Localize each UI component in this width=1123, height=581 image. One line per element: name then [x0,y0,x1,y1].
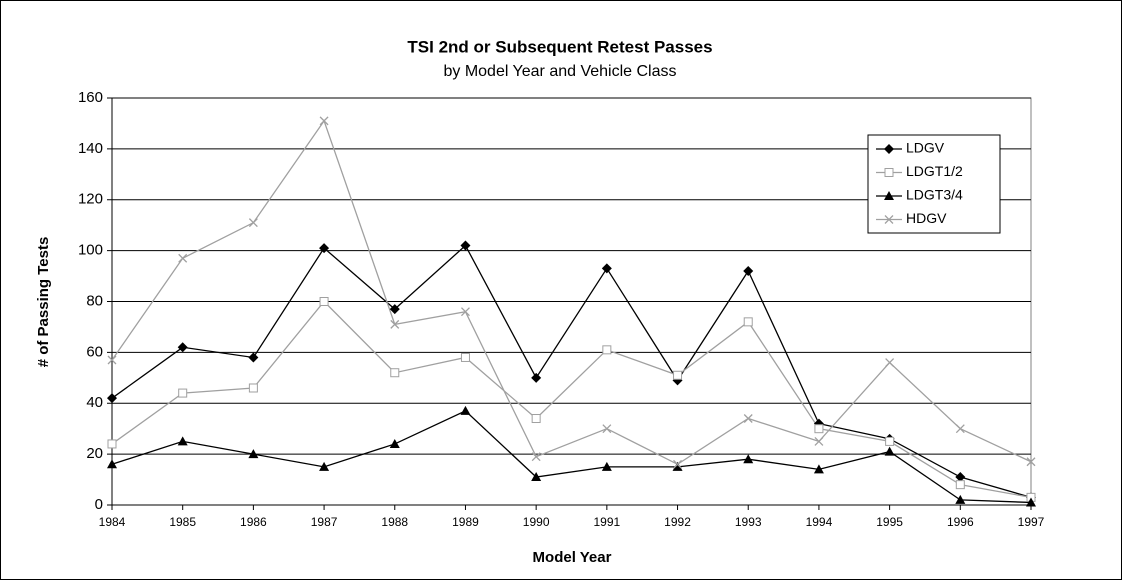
point [177,436,188,446]
point [531,414,541,424]
point [743,414,753,423]
x-tick-label: 1994 [806,515,833,529]
point [460,240,471,251]
x-tick-label: 1992 [664,515,691,529]
x-tick-label: 1987 [311,515,338,529]
legend-marker [884,168,894,177]
x-tick-label: 1991 [593,515,620,529]
point [531,452,541,462]
y-tick-label: 40 [86,394,103,411]
point [673,459,682,469]
series-line [111,244,1032,498]
point [1026,457,1036,467]
point [177,342,188,353]
point [461,307,470,317]
point [460,405,471,415]
y-tick-label: 0 [95,496,103,513]
point [248,383,258,393]
point [884,446,895,456]
series-line [111,119,1032,466]
point [390,368,400,378]
point [390,319,400,329]
series-line [111,300,1032,499]
y-axis-label: # of Passing Tests [35,237,52,368]
legend-marker [884,191,894,200]
point [955,480,965,490]
point [460,352,470,362]
point [531,472,542,482]
point [319,243,330,254]
legend-label: LDGT3/4 [906,187,963,203]
point [319,297,329,306]
x-tick-label: 1990 [523,515,550,529]
y-tick-label: 60 [86,343,103,360]
point [107,459,117,469]
point [673,370,683,380]
y-tick-label: 100 [78,242,103,259]
x-tick-label: 1995 [876,515,903,529]
x-tick-label: 1984 [99,515,126,529]
point [602,424,612,434]
legend-label: HDGV [906,210,947,226]
point [1026,497,1036,507]
point [531,372,542,383]
point [601,263,612,274]
x-tick-label: 1996 [947,515,974,529]
point [107,355,117,365]
point [602,345,612,355]
point [389,304,400,315]
y-tick-label: 80 [86,292,103,309]
point [389,438,400,448]
point [743,454,754,464]
point [885,358,895,368]
y-tick-label: 120 [78,191,103,208]
y-tick-label: 140 [78,140,103,157]
point [319,116,329,126]
y-tick-label: 160 [78,89,103,106]
point [107,393,117,404]
point [601,461,612,471]
point [672,461,683,471]
point [178,388,188,398]
point [319,461,330,471]
point [885,436,895,446]
legend-label: LDGT1/2 [906,163,963,179]
point [248,449,259,459]
point [743,265,754,276]
x-tick-label: 1986 [240,515,267,529]
point [178,253,188,263]
y-tick-label: 20 [86,445,103,462]
chart-title: TSI 2nd or Subsequent Retest Passes [407,37,712,56]
point [107,439,117,449]
x-tick-label: 1988 [381,515,408,529]
x-tick-label: 1993 [735,515,762,529]
x-tick-label: 1985 [169,515,196,529]
point [248,218,258,228]
point [743,317,753,327]
point [814,424,824,434]
point [248,352,259,363]
point [955,472,966,483]
point [955,494,966,504]
x-tick-label: 1997 [1018,515,1045,529]
x-tick-label: 1989 [452,515,479,529]
point [955,424,965,434]
chart-subtitle: by Model Year and Vehicle Class [443,63,676,80]
point [813,464,824,474]
series-line [111,410,1032,504]
point [814,436,824,446]
x-axis-label: Model Year [533,549,612,566]
legend-label: LDGV [906,140,945,156]
legend-marker [884,144,894,154]
legend-marker [884,215,894,224]
